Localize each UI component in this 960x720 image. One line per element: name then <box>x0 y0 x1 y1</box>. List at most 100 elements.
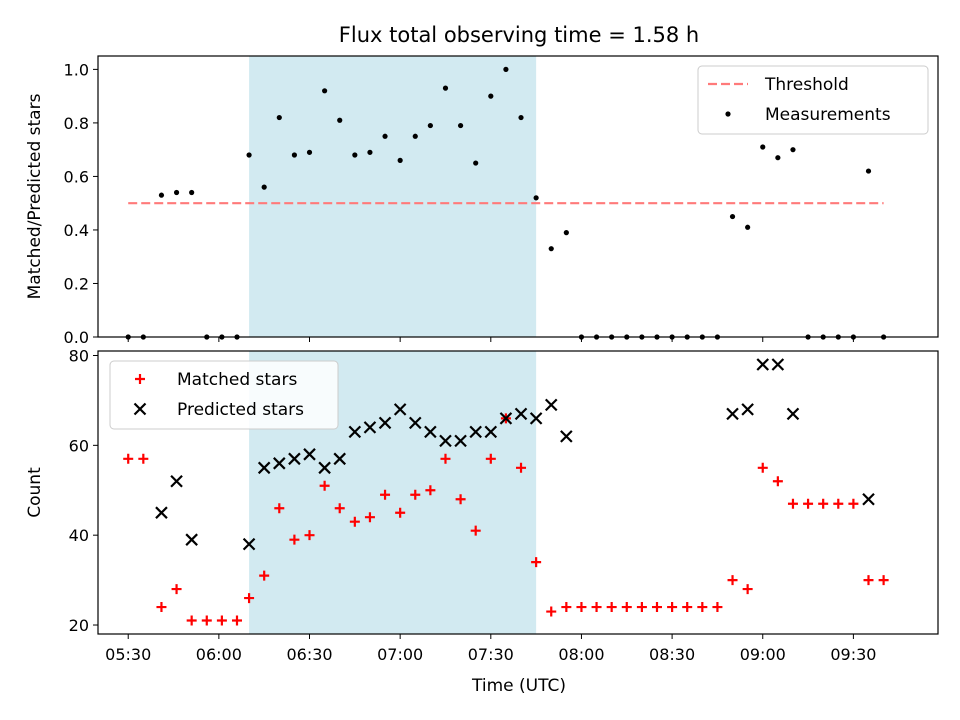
x-tick-label-5: 08:00 <box>558 645 604 664</box>
data-point-plus-16 <box>364 512 375 523</box>
data-point-plus-21 <box>440 453 451 464</box>
data-point-plus-15 <box>349 516 360 527</box>
y-tick-label-bottom-1: 40 <box>69 526 89 545</box>
data-point-dot-13 <box>322 88 328 94</box>
data-point-dot-4 <box>189 189 195 196</box>
data-point-plus-23 <box>470 525 481 536</box>
data-point-plus-40 <box>727 575 738 586</box>
y-axis-label-bottom: Count <box>25 467 45 518</box>
data-point-x-20 <box>499 412 513 425</box>
data-point-x-30 <box>862 492 875 506</box>
data-point-plus-48 <box>848 498 859 509</box>
data-point-x-9 <box>333 452 347 466</box>
data-point-x-24 <box>560 430 573 443</box>
data-point-plus-26 <box>516 462 527 473</box>
data-point-plus-36 <box>667 602 678 613</box>
data-point-x-17 <box>454 434 467 448</box>
legend-label-bottom-1: Predicted stars <box>177 400 304 420</box>
axes-frame-top <box>97 55 939 338</box>
data-point-plus-45 <box>803 498 814 509</box>
data-point-plus-43 <box>772 476 783 487</box>
data-point-plus-38 <box>697 602 708 613</box>
data-point-dot-20 <box>427 122 433 129</box>
data-point-x-21 <box>514 407 528 421</box>
data-point-dot-43 <box>775 155 781 161</box>
data-point-dot-14 <box>337 117 343 123</box>
y-tick-label-bottom-2: 60 <box>69 436 89 455</box>
data-point-x-3 <box>242 537 256 551</box>
data-point-dot-18 <box>397 157 403 163</box>
data-point-x-28 <box>771 358 785 371</box>
data-point-dot-41 <box>745 224 751 230</box>
data-point-x-6 <box>288 452 301 466</box>
data-point-plus-34 <box>636 602 647 613</box>
data-point-plus-33 <box>621 602 632 613</box>
data-point-plus-46 <box>818 498 829 509</box>
data-point-x-4 <box>257 461 271 475</box>
data-point-plus-8 <box>244 593 255 604</box>
data-point-x-10 <box>348 425 362 439</box>
data-point-plus-14 <box>334 503 345 514</box>
legend-box-bottom <box>109 360 339 430</box>
data-point-plus-10 <box>274 503 285 514</box>
data-point-dot-15 <box>352 152 358 158</box>
data-point-x-1 <box>170 474 183 488</box>
data-point-x-26 <box>741 403 754 416</box>
data-point-plus-30 <box>576 602 587 613</box>
bottom-panel-star-counts: 20 40 60 80 05:30 06:00 06:30 07:00 07:30 08:00 08… <box>25 346 939 664</box>
data-point-dot-12 <box>306 149 313 155</box>
chart-title: Flux total observing time = 1.58 h <box>339 23 699 47</box>
data-point-dot-2 <box>158 192 165 198</box>
data-point-plus-13 <box>319 480 330 491</box>
data-point-plus-12 <box>304 530 315 541</box>
data-point-plus-19 <box>410 489 421 500</box>
x-tick-label-8: 09:30 <box>830 645 876 664</box>
x-tick-label-0: 05:30 <box>105 645 151 664</box>
data-point-plus-6 <box>216 615 227 626</box>
data-point-x-29 <box>786 407 800 421</box>
legend-label-bottom-0: Matched stars <box>177 370 297 390</box>
y-tick-label-top-3: 0.6 <box>64 167 89 186</box>
data-point-plus-31 <box>591 602 602 613</box>
data-point-dot-22 <box>457 122 464 129</box>
data-point-plus-24 <box>485 453 496 464</box>
data-point-x-12 <box>378 416 392 430</box>
data-point-dot-17 <box>382 133 388 139</box>
legend-swatch-dot <box>725 111 731 117</box>
data-point-dot-3 <box>173 189 180 196</box>
data-point-plus-1 <box>138 453 149 464</box>
data-point-dot-9 <box>261 184 267 190</box>
data-point-dot-26 <box>518 114 524 121</box>
data-point-dot-21 <box>442 85 449 91</box>
data-point-dot-11 <box>291 152 298 158</box>
data-point-dot-44 <box>790 147 796 153</box>
data-point-plus-2 <box>156 602 167 613</box>
legend-swatch-plus <box>135 374 145 384</box>
data-point-x-16 <box>439 434 452 448</box>
x-tick-label-3: 07:00 <box>377 645 423 664</box>
top-panel-matched-ratio: 0.0 0.2 0.4 0.6 0.8 1.0 Matched/Predicted star… <box>25 55 939 347</box>
y-tick-label-top-0: 0.0 <box>64 328 89 347</box>
data-point-dot-29 <box>563 230 569 236</box>
data-point-plus-44 <box>787 498 798 509</box>
data-point-plus-17 <box>380 489 391 500</box>
y-tick-label-top-2: 0.4 <box>64 221 89 240</box>
y-tick-label-top-4: 0.8 <box>64 114 89 133</box>
data-point-plus-28 <box>546 606 557 617</box>
data-point-dot-42 <box>760 144 766 150</box>
data-point-x-0 <box>155 506 168 519</box>
data-point-plus-27 <box>531 557 542 568</box>
x-tick-label-7: 09:00 <box>740 645 786 664</box>
data-point-x-15 <box>424 425 437 439</box>
data-point-dot-27 <box>533 195 539 201</box>
data-point-dot-49 <box>865 168 872 174</box>
data-point-x-2 <box>185 533 198 546</box>
data-point-plus-4 <box>186 615 197 626</box>
data-point-x-18 <box>469 425 482 439</box>
data-point-x-23 <box>544 398 558 412</box>
data-point-x-11 <box>363 421 377 434</box>
data-point-x-7 <box>303 448 316 461</box>
data-point-dot-40 <box>729 213 736 220</box>
data-point-plus-22 <box>455 494 466 505</box>
data-point-x-5 <box>273 457 286 470</box>
